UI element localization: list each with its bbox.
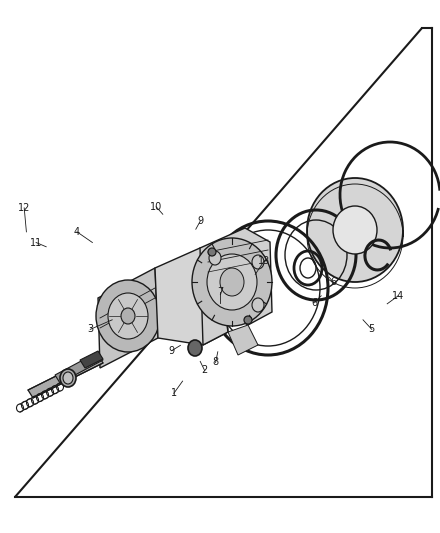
- Ellipse shape: [209, 248, 265, 312]
- Text: 10: 10: [150, 202, 162, 212]
- Ellipse shape: [333, 206, 377, 254]
- Text: 8: 8: [213, 358, 219, 367]
- Text: 12: 12: [18, 203, 30, 213]
- Ellipse shape: [207, 254, 257, 310]
- Ellipse shape: [229, 270, 245, 290]
- Polygon shape: [55, 352, 103, 383]
- Polygon shape: [228, 325, 258, 355]
- Ellipse shape: [60, 369, 76, 387]
- Ellipse shape: [192, 238, 272, 326]
- Ellipse shape: [252, 255, 264, 269]
- Text: 14: 14: [392, 291, 404, 301]
- Text: 1: 1: [171, 389, 177, 398]
- Text: 7: 7: [217, 287, 223, 297]
- Text: 6: 6: [330, 278, 337, 287]
- Ellipse shape: [220, 268, 244, 296]
- Ellipse shape: [209, 251, 221, 265]
- Ellipse shape: [121, 308, 135, 324]
- Ellipse shape: [96, 280, 160, 352]
- Ellipse shape: [63, 372, 73, 384]
- Polygon shape: [28, 355, 103, 398]
- Ellipse shape: [252, 298, 264, 312]
- Ellipse shape: [188, 340, 202, 356]
- Ellipse shape: [108, 293, 148, 339]
- Ellipse shape: [208, 248, 216, 256]
- Ellipse shape: [217, 283, 233, 301]
- Text: 4: 4: [74, 227, 80, 237]
- Ellipse shape: [307, 178, 403, 282]
- Polygon shape: [155, 248, 228, 345]
- Text: 5: 5: [369, 325, 375, 334]
- Polygon shape: [200, 228, 272, 345]
- Text: 13: 13: [258, 256, 270, 266]
- Ellipse shape: [221, 261, 253, 299]
- Ellipse shape: [211, 276, 239, 308]
- Ellipse shape: [244, 316, 252, 324]
- Text: 9: 9: [197, 216, 203, 226]
- Text: 11: 11: [30, 238, 42, 247]
- Text: 3: 3: [87, 325, 93, 334]
- Text: 9: 9: [169, 346, 175, 356]
- Polygon shape: [80, 351, 103, 368]
- Text: 2: 2: [202, 366, 208, 375]
- Polygon shape: [98, 268, 158, 368]
- Text: 6: 6: [312, 298, 318, 308]
